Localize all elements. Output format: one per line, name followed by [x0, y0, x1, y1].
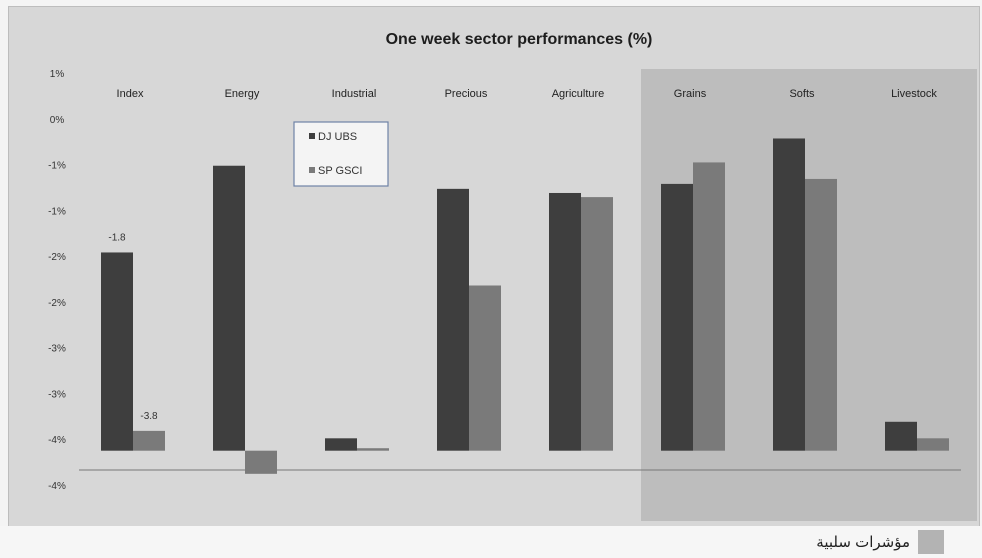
bar-sp-gsci-energy [245, 450, 277, 474]
footer-bar [0, 526, 982, 558]
legend-label-dj-ubs: DJ UBS [318, 131, 357, 143]
bar-sp-gsci-agriculture [581, 197, 613, 451]
bar-dj-ubs-industrial [325, 438, 357, 451]
y-tick-label: 1% [50, 69, 65, 80]
bar-sp-gsci-livestock [917, 438, 949, 451]
bar-dj-ubs-grains [661, 183, 693, 451]
category-label-industrial: Industrial [332, 88, 377, 100]
bar-dj-ubs-index [101, 252, 133, 451]
data-label: -1.8 [108, 232, 126, 243]
bar-dj-ubs-precious [437, 188, 469, 451]
y-tick-label: -1% [48, 161, 66, 172]
bar-dj-ubs-energy [213, 165, 245, 451]
category-label-livestock: Livestock [891, 88, 937, 100]
footer-label: مؤشرات سلبية [816, 534, 910, 551]
bar-dj-ubs-livestock [885, 421, 917, 451]
bar-sp-gsci-precious [469, 285, 501, 451]
bar-dj-ubs-agriculture [549, 192, 581, 451]
chart-frame: One week sector performances (%) 1% 0% -1%… [8, 6, 980, 528]
bar-sp-gsci-index [133, 430, 165, 451]
category-label-index: Index [117, 88, 144, 100]
category-label-precious: Precious [445, 88, 488, 100]
category-label-grains: Grains [674, 88, 707, 100]
category-label-energy: Energy [225, 88, 260, 100]
bar-sp-gsci-industrial [357, 448, 389, 451]
data-label: -3.8 [140, 411, 158, 422]
y-tick-label: 0% [50, 115, 65, 126]
y-tick-label: -3% [48, 344, 66, 355]
category-label-softs: Softs [789, 88, 815, 100]
chart-title: One week sector performances (%) [386, 31, 653, 48]
y-tick-label: -3% [48, 389, 66, 400]
y-tick-label: -1% [48, 206, 66, 217]
y-tick-label: -4% [48, 481, 66, 492]
footer-swatch [918, 530, 944, 554]
y-tick-label: -2% [48, 298, 66, 309]
category-label-agriculture: Agriculture [552, 88, 605, 100]
bar-sp-gsci-softs [805, 178, 837, 451]
legend: DJ UBS SP GSCI [293, 121, 389, 187]
legend-label-sp-gsci: SP GSCI [318, 165, 362, 177]
y-tick-label: -4% [48, 435, 66, 446]
y-tick-label: -2% [48, 252, 66, 263]
bar-dj-ubs-softs [773, 138, 805, 451]
bar-sp-gsci-grains [693, 162, 725, 451]
bar-chart: One week sector performances (%) 1% 0% -1%… [48, 31, 977, 521]
